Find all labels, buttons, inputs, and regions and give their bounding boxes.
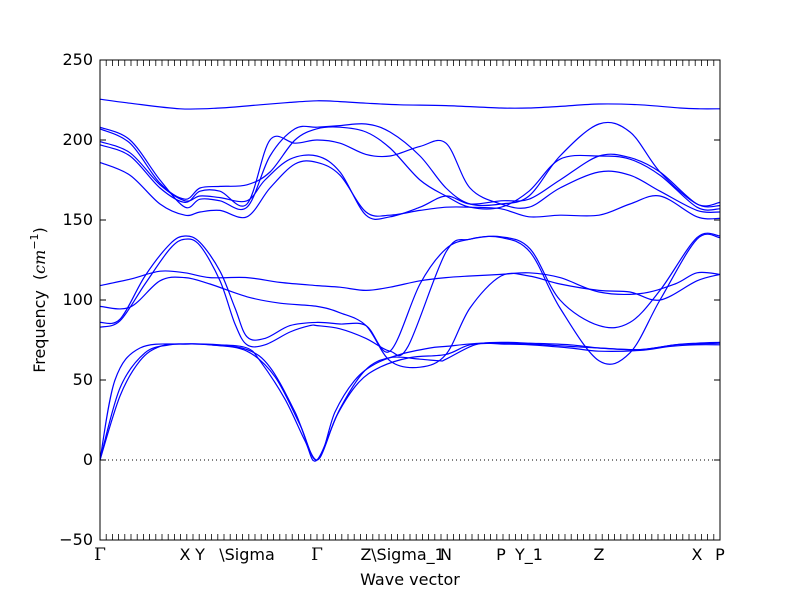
- band-line-8: [99, 121, 721, 211]
- y-tick-label: 250: [62, 50, 93, 69]
- band-line-3: [99, 341, 721, 462]
- x-point-label: Z: [594, 545, 605, 564]
- band-line-12: [99, 160, 721, 220]
- x-point-label: P: [715, 545, 725, 564]
- y-axis-label-text: Frequency: [30, 290, 49, 373]
- y-axis-label: Frequency (cm−1): [28, 227, 49, 373]
- x-axis-label: Wave vector: [360, 570, 460, 589]
- band-line-13: [99, 98, 721, 110]
- x-point-label: X: [180, 545, 191, 564]
- x-point-label: Γ: [94, 545, 106, 565]
- x-axis-ticks: Γ X Y \Sigma Γ Z \Sigma_1N P Y_1 Z X P: [94, 60, 725, 565]
- y-tick-label: 100: [62, 290, 93, 309]
- band-line-9: [99, 126, 721, 211]
- band-line-7: [99, 272, 721, 369]
- band-line-11: [99, 135, 721, 213]
- y-tick-label: 150: [62, 210, 93, 229]
- x-point-label: Γ: [311, 545, 323, 565]
- x-point-label: Z: [361, 545, 372, 564]
- x-point-label: P: [496, 545, 506, 564]
- band-line-5: [99, 232, 721, 353]
- y-tick-label: 50: [73, 370, 93, 389]
- y-tick-label: 200: [62, 130, 93, 149]
- y-axis-unit: cm: [30, 250, 49, 274]
- x-point-label: Y_1: [514, 545, 543, 565]
- x-point-label: Y: [194, 545, 205, 564]
- x-point-label: N: [440, 545, 452, 564]
- x-point-label: X: [692, 545, 703, 564]
- band-line-4: [99, 233, 721, 365]
- x-point-label: \Sigma_1: [371, 545, 445, 565]
- band-line-6: [99, 270, 721, 295]
- x-point-label: \Sigma: [219, 545, 275, 564]
- y-axis-unit-exp: −1: [28, 233, 41, 249]
- y-tick-label: 0: [83, 450, 93, 469]
- plot-area: [100, 60, 720, 540]
- band-line-10: [99, 141, 721, 220]
- y-tick-label: −50: [59, 530, 93, 549]
- series-layer: [99, 98, 721, 462]
- y-axis-ticks: −50 0 50 100 150 200 250: [59, 50, 720, 549]
- plot-background: [100, 60, 720, 540]
